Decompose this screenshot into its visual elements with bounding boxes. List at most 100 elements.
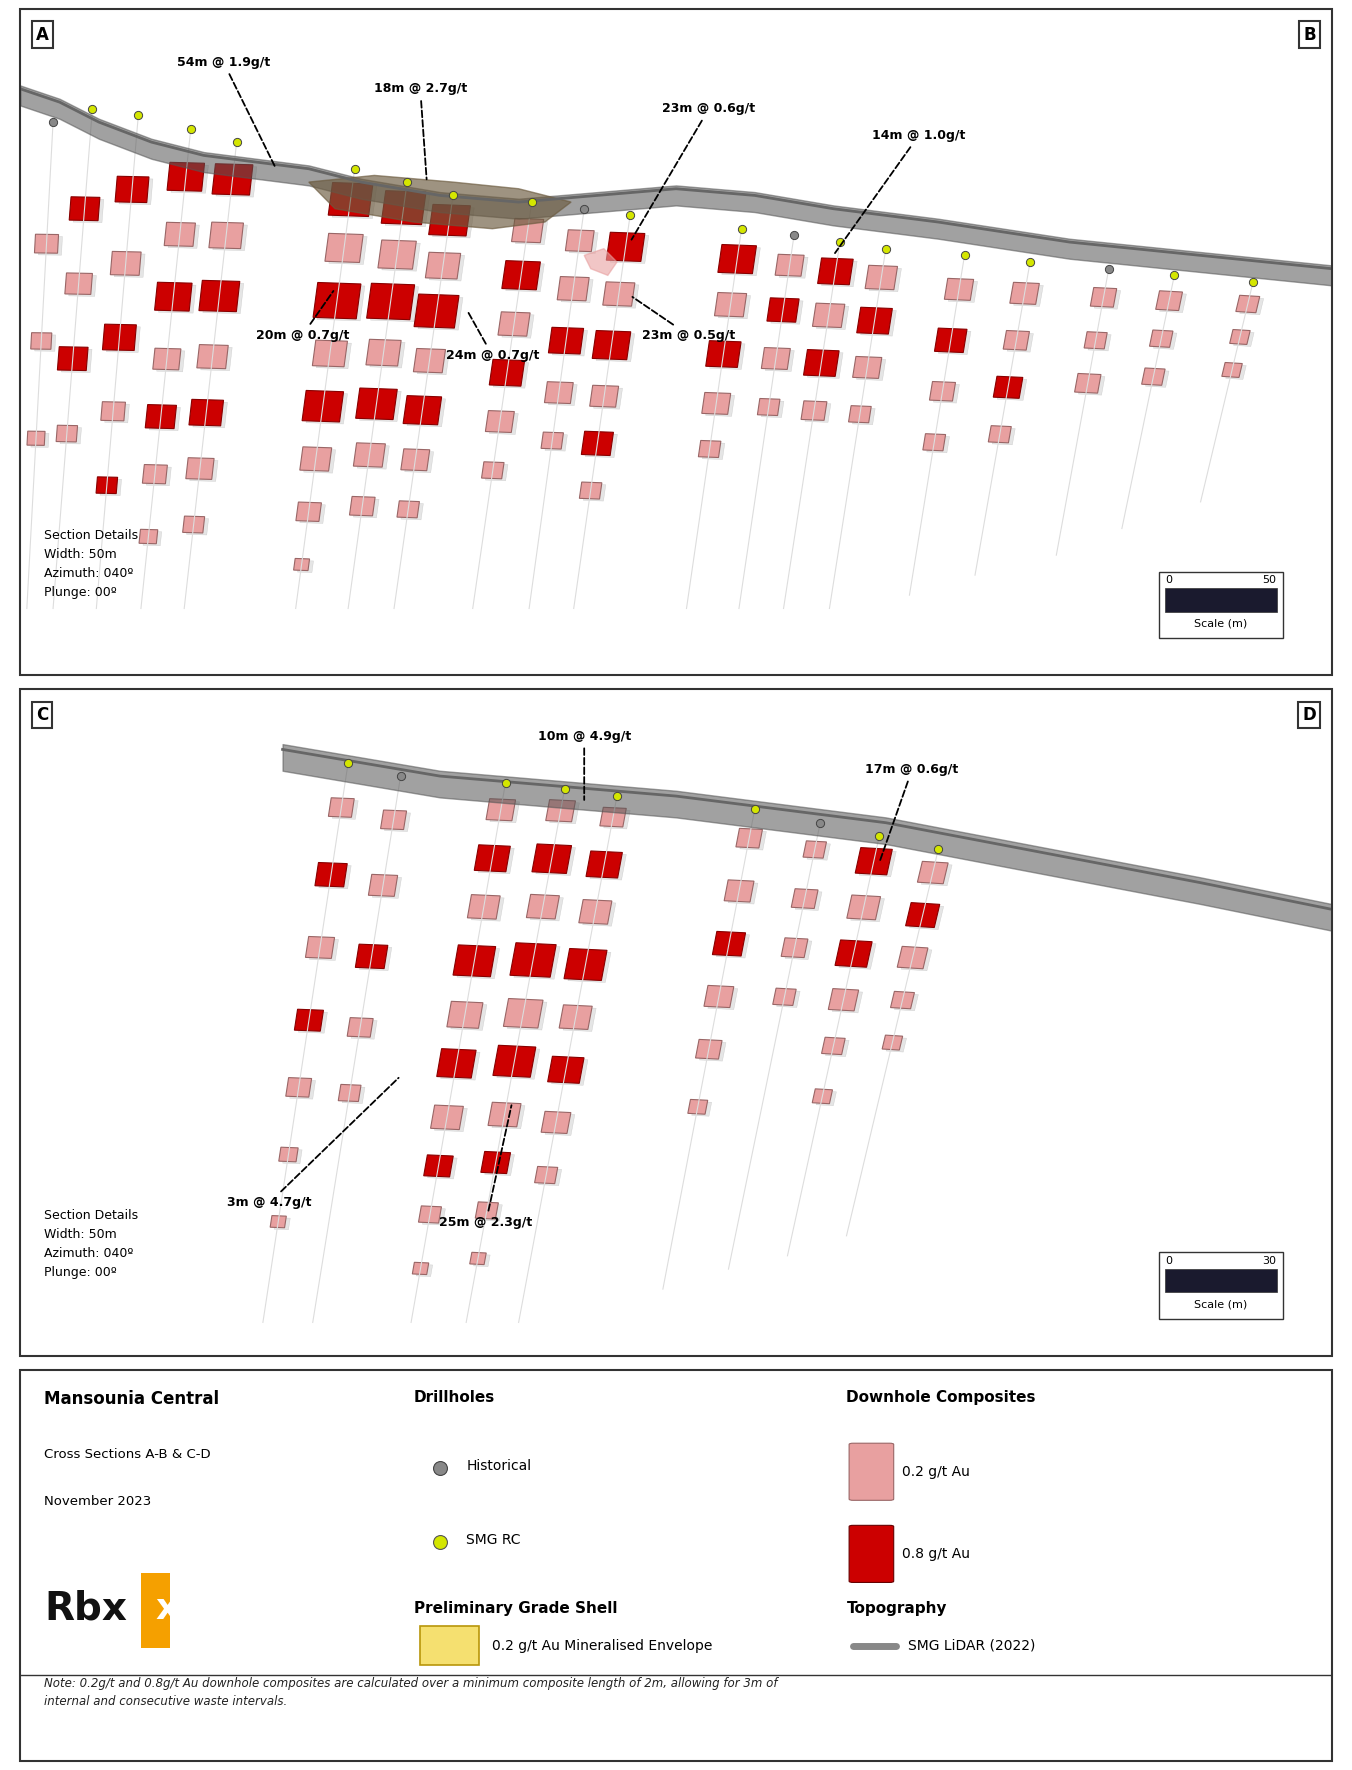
Bar bbox=[212, 225, 247, 251]
Bar bbox=[316, 342, 352, 368]
Text: SMG LiDAR (2022): SMG LiDAR (2022) bbox=[909, 1639, 1036, 1653]
Bar bbox=[100, 480, 122, 496]
Bar bbox=[714, 292, 746, 317]
Bar bbox=[139, 529, 158, 543]
Bar bbox=[729, 881, 758, 904]
Bar bbox=[585, 851, 622, 878]
Bar bbox=[489, 359, 525, 386]
Bar bbox=[865, 266, 898, 290]
Bar bbox=[813, 303, 845, 327]
Bar bbox=[1010, 281, 1040, 304]
Bar bbox=[380, 811, 407, 830]
Bar bbox=[795, 890, 822, 910]
Point bbox=[1242, 267, 1264, 296]
Bar bbox=[1149, 329, 1174, 347]
Bar bbox=[153, 349, 181, 370]
Bar bbox=[581, 432, 614, 455]
Bar bbox=[295, 1009, 323, 1032]
Bar bbox=[836, 940, 872, 966]
Bar bbox=[457, 947, 500, 979]
Bar bbox=[545, 382, 573, 404]
Point bbox=[1164, 262, 1186, 290]
Text: 17m @ 0.6g/t: 17m @ 0.6g/t bbox=[865, 763, 959, 860]
Bar bbox=[761, 400, 784, 418]
Bar bbox=[1160, 292, 1187, 313]
Bar bbox=[353, 442, 385, 467]
Bar bbox=[886, 1037, 907, 1051]
Bar bbox=[370, 285, 419, 322]
Bar bbox=[503, 998, 544, 1028]
Bar bbox=[757, 398, 780, 416]
Bar bbox=[103, 324, 137, 350]
Bar bbox=[568, 950, 611, 982]
Bar bbox=[304, 450, 335, 473]
Bar bbox=[895, 993, 918, 1011]
Bar bbox=[342, 1087, 365, 1103]
Point bbox=[521, 188, 542, 216]
Bar bbox=[352, 1020, 377, 1039]
Bar bbox=[115, 177, 149, 202]
Bar bbox=[699, 441, 721, 457]
Bar bbox=[61, 349, 92, 372]
Bar bbox=[420, 1627, 479, 1666]
Bar bbox=[189, 460, 218, 481]
Bar bbox=[891, 991, 914, 1009]
Bar bbox=[933, 384, 960, 404]
Point bbox=[81, 94, 103, 122]
Point bbox=[744, 795, 765, 823]
Bar bbox=[353, 499, 379, 519]
Bar bbox=[316, 285, 365, 320]
Bar bbox=[481, 462, 504, 480]
Bar bbox=[27, 432, 45, 446]
Polygon shape bbox=[308, 175, 571, 228]
Bar bbox=[115, 253, 145, 278]
Bar bbox=[502, 260, 541, 290]
Bar bbox=[906, 903, 940, 927]
Bar bbox=[1084, 331, 1107, 349]
Bar bbox=[850, 897, 884, 922]
Bar bbox=[69, 274, 96, 296]
Bar bbox=[65, 273, 92, 294]
Text: 14m @ 1.0g/t: 14m @ 1.0g/t bbox=[836, 129, 965, 253]
Bar bbox=[545, 434, 568, 451]
Bar bbox=[143, 531, 162, 545]
Bar bbox=[765, 349, 794, 372]
Text: Downhole Composites: Downhole Composites bbox=[846, 1389, 1036, 1405]
Bar bbox=[69, 196, 100, 221]
Bar bbox=[111, 251, 141, 276]
Bar bbox=[869, 267, 902, 292]
Bar bbox=[725, 880, 754, 903]
Bar bbox=[183, 517, 204, 533]
Bar bbox=[1007, 333, 1033, 352]
Bar bbox=[561, 278, 594, 303]
Bar bbox=[414, 294, 458, 327]
Bar bbox=[846, 896, 880, 920]
Text: 24m @ 0.7g/t: 24m @ 0.7g/t bbox=[446, 312, 539, 363]
Bar bbox=[507, 1000, 548, 1030]
Bar bbox=[312, 340, 347, 366]
Bar bbox=[489, 412, 518, 434]
Bar bbox=[329, 182, 373, 216]
Bar bbox=[833, 991, 863, 1012]
Bar bbox=[38, 235, 62, 255]
Text: x: x bbox=[155, 1591, 178, 1625]
Bar bbox=[786, 940, 811, 959]
Bar bbox=[1236, 296, 1260, 313]
Point bbox=[1019, 248, 1041, 276]
Bar bbox=[549, 384, 577, 405]
Bar bbox=[767, 297, 799, 322]
Point bbox=[868, 821, 890, 850]
Bar bbox=[934, 327, 967, 352]
Bar bbox=[310, 938, 338, 961]
Bar bbox=[988, 425, 1011, 442]
Bar bbox=[545, 1113, 575, 1136]
Bar bbox=[1153, 333, 1176, 349]
Bar bbox=[1156, 290, 1183, 310]
Bar bbox=[526, 894, 560, 919]
Bar bbox=[419, 1205, 442, 1223]
Bar bbox=[857, 359, 886, 381]
Bar bbox=[857, 308, 892, 335]
Bar bbox=[607, 283, 638, 308]
Bar bbox=[426, 253, 461, 280]
Bar bbox=[807, 843, 830, 860]
